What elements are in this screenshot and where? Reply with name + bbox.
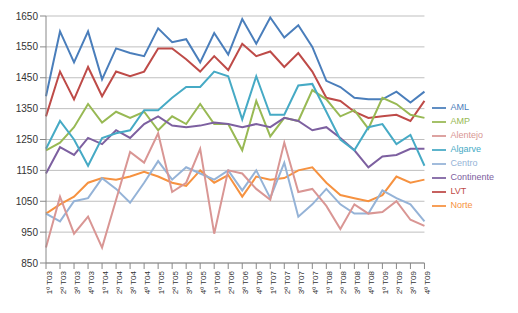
svg-text:1050: 1050 <box>16 196 39 207</box>
svg-text:4º T09: 4º T09 <box>423 270 432 294</box>
svg-text:1º T03: 1º T03 <box>45 270 54 294</box>
svg-text:1º T07: 1º T07 <box>269 270 278 294</box>
svg-text:2º T06: 2º T06 <box>227 270 236 294</box>
svg-text:1º T05: 1º T05 <box>157 270 166 294</box>
svg-text:3º T05: 3º T05 <box>185 270 194 294</box>
html-text:Centro: Centro <box>450 157 478 168</box>
svg-text:1º T09: 1º T09 <box>381 270 390 294</box>
html-text:AML: AML <box>450 101 469 112</box>
svg-text:1250: 1250 <box>16 134 39 145</box>
html-text:Norte: Norte <box>450 199 473 210</box>
svg-text:2º T07: 2º T07 <box>283 270 292 294</box>
svg-text:1450: 1450 <box>16 72 39 83</box>
html-text:LVT: LVT <box>450 185 467 196</box>
html-text:Continente: Continente <box>450 171 494 182</box>
svg-text:4º T08: 4º T08 <box>367 270 376 294</box>
svg-text:850: 850 <box>21 258 38 269</box>
svg-text:4º T06: 4º T06 <box>255 270 264 294</box>
html-text:Algarve: Algarve <box>450 143 481 154</box>
svg-text:3º T03: 3º T03 <box>73 270 82 294</box>
svg-text:4º T07: 4º T07 <box>311 270 320 294</box>
svg-text:3º T06: 3º T06 <box>241 270 250 294</box>
svg-text:3º T09: 3º T09 <box>409 270 418 294</box>
svg-text:4º T04: 4º T04 <box>143 270 152 294</box>
svg-text:1550: 1550 <box>16 41 39 52</box>
svg-text:3º T08: 3º T08 <box>353 270 362 294</box>
svg-text:3º T07: 3º T07 <box>297 270 306 294</box>
svg-text:2º T09: 2º T09 <box>395 270 404 294</box>
svg-text:1º T08: 1º T08 <box>325 270 334 294</box>
html-text:Alentejo: Alentejo <box>450 129 483 140</box>
svg-text:2º T04: 2º T04 <box>115 270 124 294</box>
svg-text:1º T04: 1º T04 <box>101 270 110 294</box>
svg-text:1650: 1650 <box>16 11 39 22</box>
svg-text:2º T08: 2º T08 <box>339 270 348 294</box>
svg-text:1º T06: 1º T06 <box>213 270 222 294</box>
svg-text:3º T04: 3º T04 <box>129 270 138 294</box>
svg-text:4º T03: 4º T03 <box>87 270 96 294</box>
html-text:AMP: AMP <box>450 115 470 126</box>
svg-text:1150: 1150 <box>16 165 38 176</box>
svg-text:2º T03: 2º T03 <box>59 270 68 294</box>
svg-text:950: 950 <box>21 227 38 238</box>
svg-text:2º T05: 2º T05 <box>171 270 180 294</box>
svg-text:4º T05: 4º T05 <box>199 270 208 294</box>
svg-text:1350: 1350 <box>16 103 39 114</box>
